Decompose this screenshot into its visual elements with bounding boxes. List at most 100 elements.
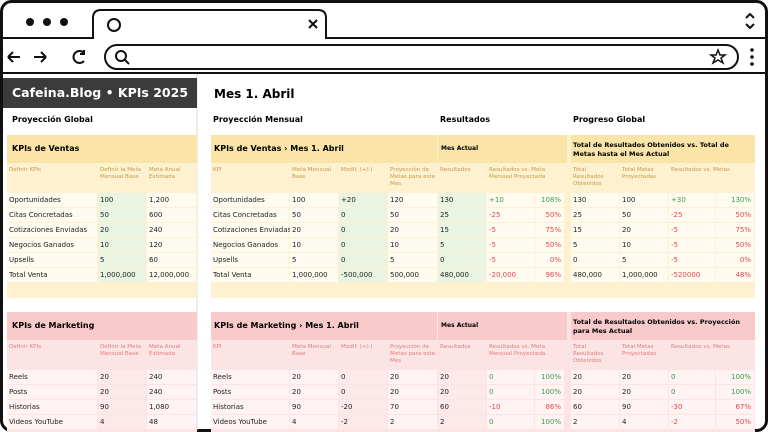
sheet-title: Cafeina.Blog • KPIs 2025 bbox=[3, 78, 197, 108]
column-header: Resultados bbox=[440, 344, 471, 350]
table-cell: Videos YouTube bbox=[211, 415, 289, 429]
table-cell: +30 bbox=[669, 193, 715, 207]
table-cell: +20 bbox=[339, 193, 387, 207]
table-cell: 5 bbox=[571, 238, 619, 252]
table-cell: 130 bbox=[438, 193, 486, 207]
table-cell: 86% bbox=[535, 400, 564, 414]
section-label: Progreso Global bbox=[573, 115, 646, 124]
table-cell: 5 bbox=[388, 253, 437, 267]
table-title: KPIs de Marketing bbox=[7, 312, 197, 340]
table-cell: 20 bbox=[571, 370, 619, 384]
table-cell: Historias bbox=[211, 400, 289, 414]
table-cell: 50 bbox=[98, 208, 146, 222]
table-cell: 96% bbox=[535, 268, 564, 282]
table-cell: -5 bbox=[669, 253, 715, 267]
table-cell: 12,000,000 bbox=[147, 268, 196, 282]
table-cell: 20 bbox=[388, 223, 437, 237]
column-header: Modif. (+/-) bbox=[341, 344, 373, 350]
table-cell: +10 bbox=[487, 193, 534, 207]
table-cell: 60 bbox=[147, 253, 196, 267]
table-cell: 20 bbox=[290, 370, 338, 384]
table-cell: -5 bbox=[669, 223, 715, 237]
table-cell: 50 bbox=[388, 208, 437, 222]
table-cell: Historias bbox=[7, 400, 97, 414]
table-cell: -10 bbox=[487, 400, 534, 414]
table-cell: Posts bbox=[7, 385, 97, 399]
column-header: Total Resultados Obtenidos bbox=[573, 167, 604, 187]
table-title: KPIs de Ventas › Mes 1. Abril bbox=[211, 135, 437, 163]
table-cell: 50 bbox=[620, 208, 668, 222]
table-cell: 90 bbox=[620, 400, 668, 414]
column-header: Meta Anual Estimada bbox=[149, 344, 181, 357]
table-cell: Cotizaciones Enviadas bbox=[211, 223, 291, 237]
table-cell: 0 bbox=[339, 238, 387, 252]
table-cell: Posts bbox=[211, 385, 289, 399]
table-cell: 1,080 bbox=[147, 400, 196, 414]
column-header: Definir KPIs bbox=[9, 344, 42, 350]
table-cell: 0 bbox=[669, 385, 715, 399]
table-cell: 20 bbox=[438, 370, 486, 384]
table-cell: -20,000 bbox=[487, 268, 534, 282]
table-cell: 20 bbox=[98, 385, 146, 399]
table-cell: -2 bbox=[669, 415, 715, 429]
column-header: Proyección de Metas para este Mes bbox=[390, 344, 436, 364]
table-cell: 2 bbox=[388, 415, 437, 429]
table-cell: 20 bbox=[290, 385, 338, 399]
table-cell: 600 bbox=[147, 208, 196, 222]
table-cell: Videos YouTube bbox=[7, 415, 97, 429]
table-cell: Reels bbox=[211, 370, 289, 384]
column-header: Meta Mensual Base bbox=[292, 344, 331, 357]
table-cell: 0% bbox=[535, 253, 564, 267]
month-title: Mes 1. Abril bbox=[214, 87, 295, 101]
table-cell: 120 bbox=[147, 238, 196, 252]
forward-button[interactable] bbox=[34, 51, 47, 63]
table-cell: 10 bbox=[98, 238, 146, 252]
group-header: Total de Resultados Obtenidos vs. Proyec… bbox=[571, 312, 755, 340]
table-cell: 4 bbox=[620, 415, 668, 429]
column-header: Definir KPIs bbox=[9, 167, 42, 173]
table-cell: 0 bbox=[339, 385, 387, 399]
table-cell: 130 bbox=[571, 193, 619, 207]
table-cell: 60 bbox=[438, 400, 486, 414]
table-cell: 240 bbox=[147, 370, 196, 384]
table-cell: Total Venta bbox=[211, 268, 289, 282]
table-cell: 70 bbox=[388, 400, 437, 414]
table-cell: 1,000,000 bbox=[290, 268, 338, 282]
table-cell: 20 bbox=[620, 223, 668, 237]
table-title: KPIs de Marketing › Mes 1. Abril bbox=[211, 312, 437, 340]
table-cell: 10 bbox=[388, 238, 437, 252]
table-cell: -5 bbox=[487, 223, 534, 237]
table-cell: 100 bbox=[290, 193, 338, 207]
table-cell: 0% bbox=[716, 253, 754, 267]
table-cell: 100% bbox=[535, 385, 564, 399]
column-header: Resultados vs. Metas bbox=[671, 344, 730, 350]
table-cell: Negocios Ganados bbox=[211, 238, 289, 252]
table-cell: 15 bbox=[438, 223, 486, 237]
close-tab[interactable] bbox=[308, 19, 318, 29]
table-cell: -5 bbox=[487, 238, 534, 252]
table-cell: 48 bbox=[147, 415, 196, 429]
column-header: Resultados bbox=[440, 167, 471, 173]
table-cell: 20 bbox=[571, 385, 619, 399]
table-cell: Reels bbox=[7, 370, 97, 384]
back-button[interactable] bbox=[7, 51, 20, 63]
column-header: Total Metas Proyectadas bbox=[622, 344, 657, 357]
group-header: Total de Resultados Obtenidos vs. Total … bbox=[571, 135, 755, 163]
table-cell: 240 bbox=[147, 223, 196, 237]
table-cell: -2 bbox=[339, 415, 387, 429]
table-cell: Cotizaciones Enviadas bbox=[7, 223, 97, 237]
column-header: Modif. (+/-) bbox=[341, 167, 373, 173]
bookmark-star[interactable] bbox=[708, 47, 728, 65]
table-cell: 2 bbox=[438, 415, 486, 429]
table-cell: -30 bbox=[669, 400, 715, 414]
column-header: KPI bbox=[213, 167, 222, 173]
table-cell: 0 bbox=[669, 370, 715, 384]
table-cell: 2 bbox=[571, 415, 619, 429]
table-cell: 1,200 bbox=[147, 193, 196, 207]
column-header: Proyección de Metas para este Mes bbox=[390, 167, 436, 187]
reload-button[interactable] bbox=[72, 50, 85, 64]
group-header: Mes Actual bbox=[438, 312, 567, 340]
table-cell: 75% bbox=[716, 223, 754, 237]
address-bar[interactable] bbox=[104, 44, 739, 70]
table-cell: 100 bbox=[98, 193, 146, 207]
